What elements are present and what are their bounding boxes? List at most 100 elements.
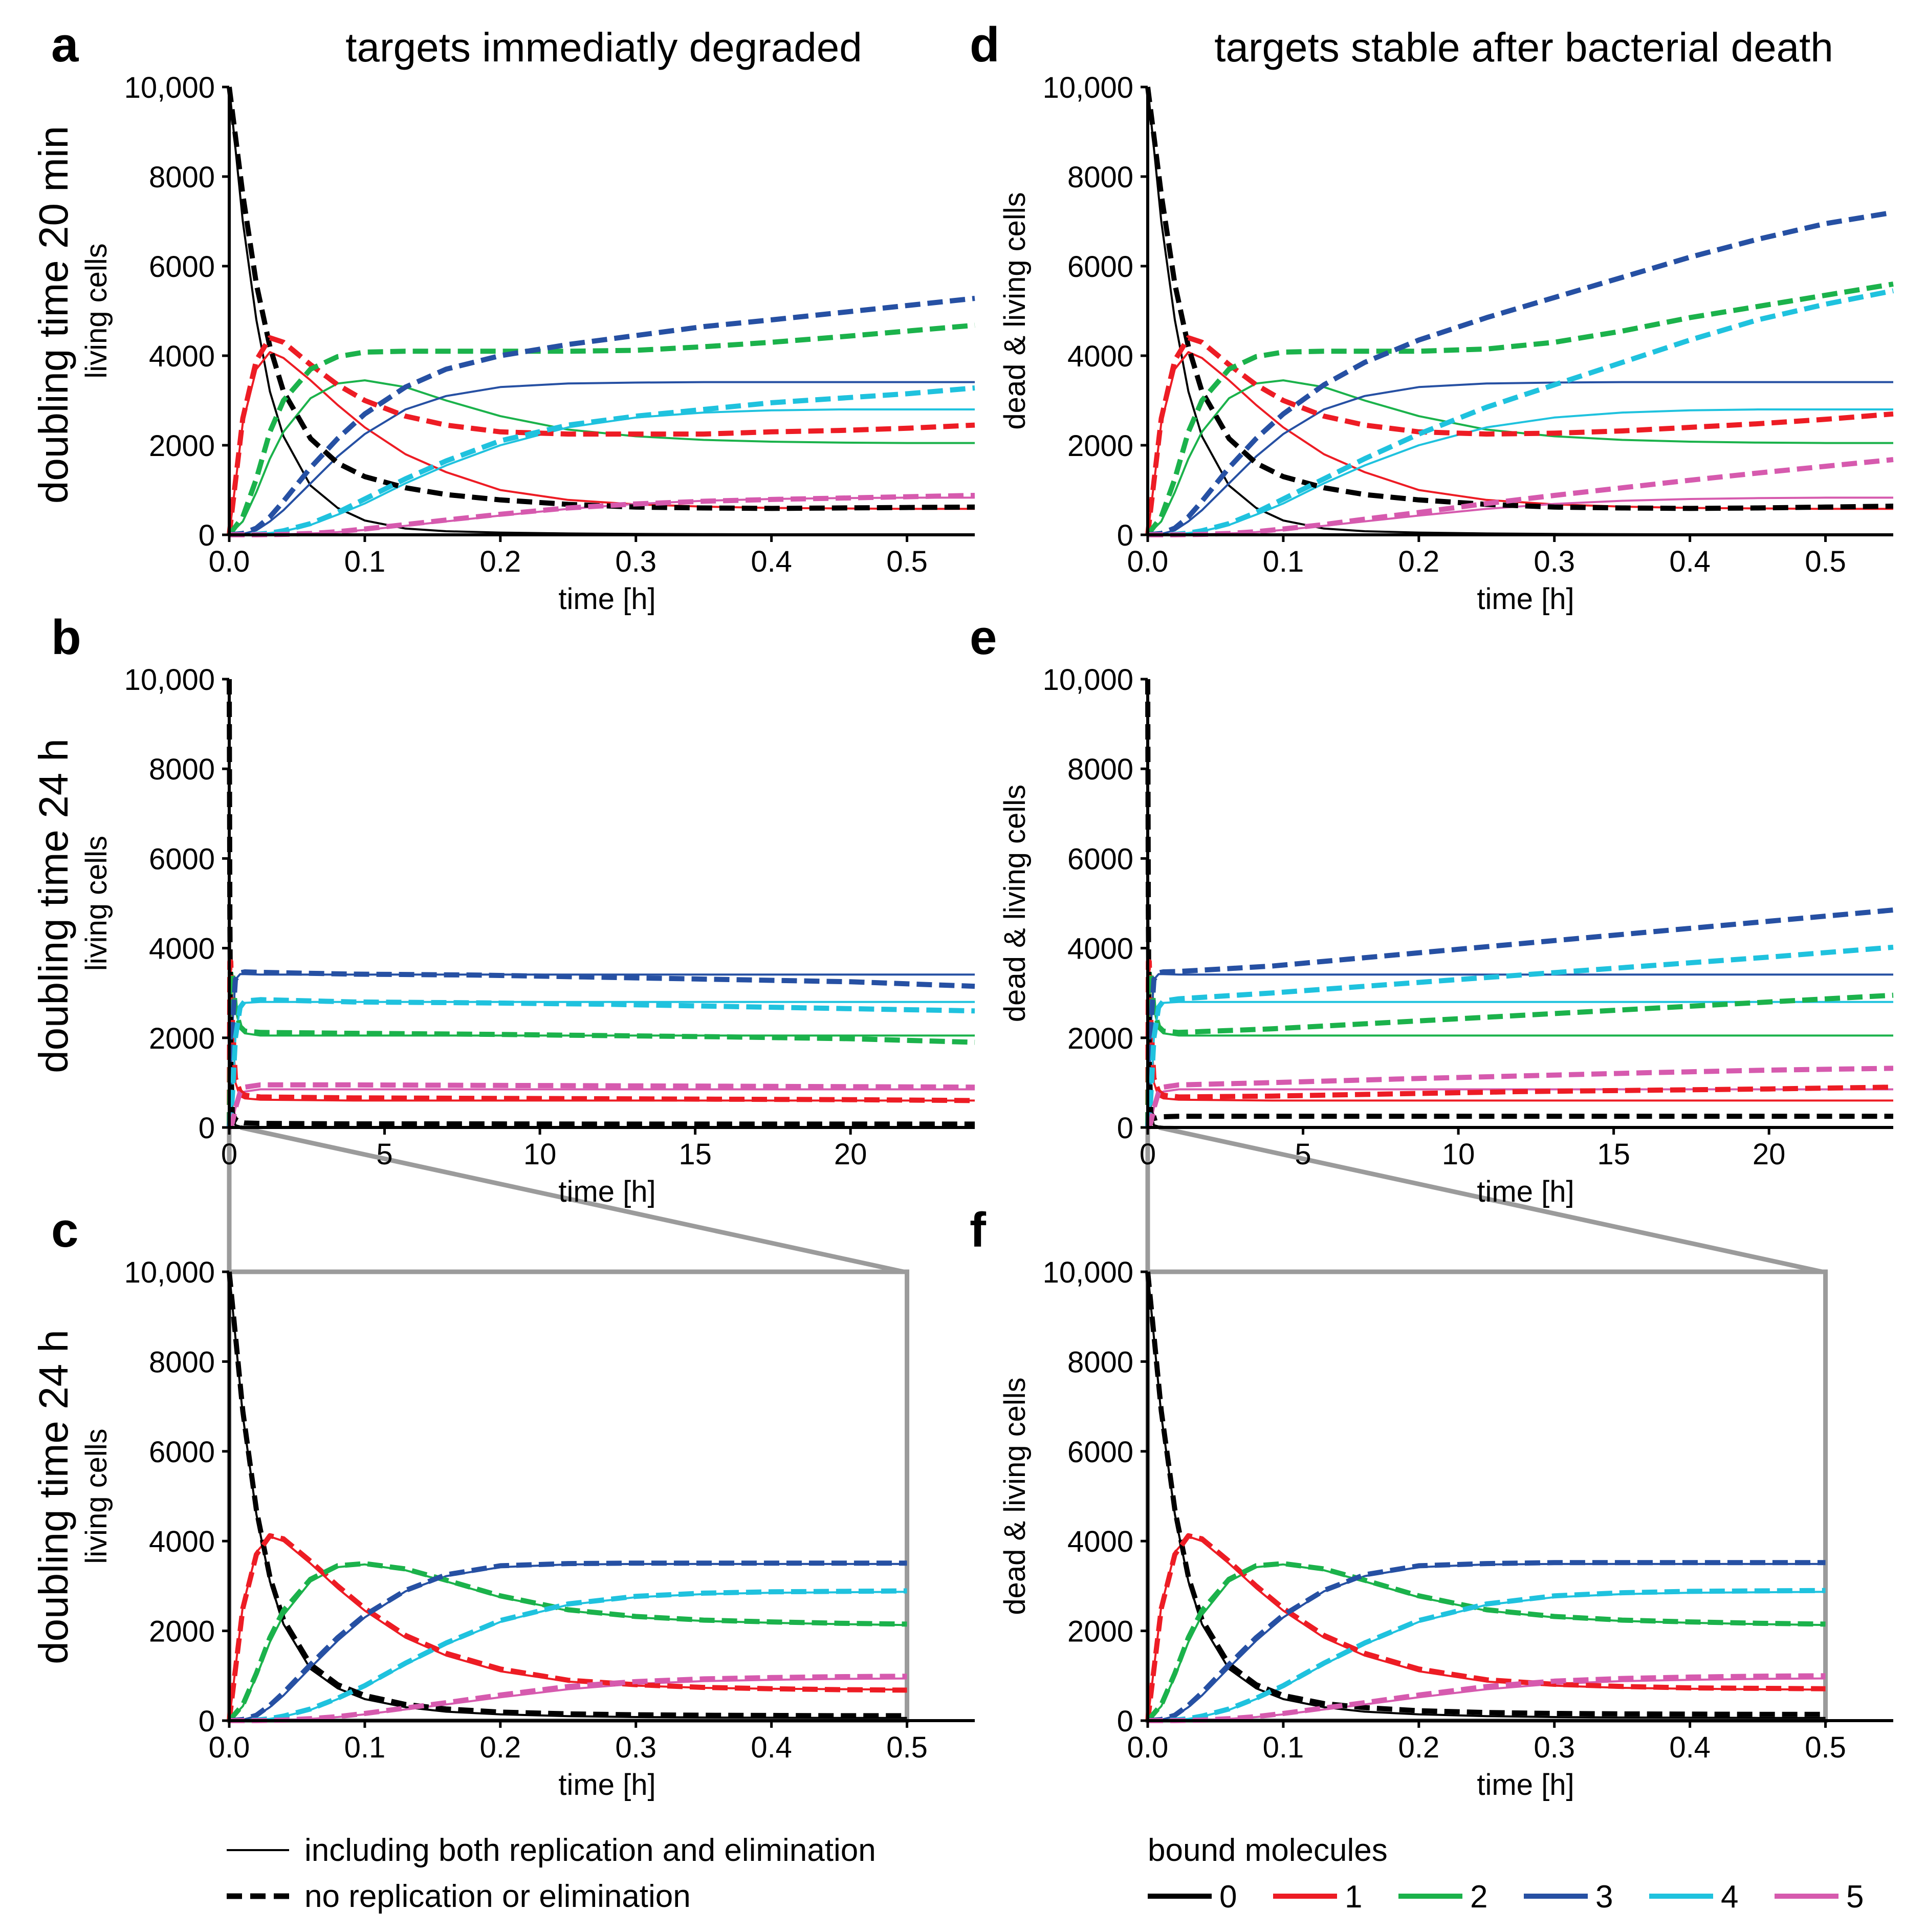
series-a-2-solid [228, 379, 975, 536]
ytick-label-d-0: 0 [1117, 519, 1133, 552]
series-c-0-solid [228, 1271, 907, 1719]
xtick-label-b-0: 0 [221, 1138, 237, 1171]
ytick-label-b-4: 8000 [149, 753, 215, 786]
series-c-1-dashed [227, 1533, 907, 1721]
ytick-label-f-4: 8000 [1067, 1345, 1133, 1379]
panel-label-b: b [51, 610, 81, 665]
series-a-4-solid [229, 408, 975, 536]
xtick-label-c-4: 0.4 [751, 1731, 792, 1764]
xtick-label-d-2: 0.2 [1398, 545, 1439, 578]
ytick-label-d-3: 6000 [1067, 250, 1133, 284]
series-f-1-dashed [1145, 1533, 1826, 1721]
ytick-label-c-1: 2000 [149, 1615, 215, 1648]
legend-line-styles: including both replication and eliminati… [227, 1833, 876, 1914]
zoom-box-f [1145, 1269, 1828, 1723]
xtick-label-e-3: 15 [1597, 1138, 1630, 1171]
ytick-label-e-2: 4000 [1067, 932, 1133, 966]
series-e-5-dashed [1146, 1066, 1894, 1130]
xtick-label-a-0: 0.0 [209, 545, 250, 578]
series-c-0-dashed [227, 1271, 907, 1719]
xtick-label-c-1: 0.1 [344, 1731, 386, 1764]
ytick-label-b-5: 10,000 [124, 663, 215, 697]
ytick-label-a-1: 2000 [149, 429, 215, 463]
right-column-title: targets stable after bacterial death [1214, 25, 1833, 70]
series-c-3-dashed [229, 1560, 907, 1723]
series-b-0-dashed [227, 679, 975, 1127]
xtick-label-c-3: 0.3 [615, 1731, 656, 1764]
ytick-label-d-1: 2000 [1067, 429, 1133, 463]
zoom-box-c [227, 1269, 910, 1723]
series-d-4-solid [1148, 408, 1893, 536]
ytick-label-c-3: 6000 [149, 1436, 215, 1469]
ytick-label-f-5: 10,000 [1043, 1256, 1133, 1289]
ytick-label-f-0: 0 [1117, 1705, 1133, 1738]
ytick-label-a-3: 6000 [149, 250, 215, 284]
xlabel-a: time [h] [558, 582, 655, 616]
series-d-4-dashed [1148, 288, 1894, 537]
series-a-5-dashed [229, 493, 975, 537]
series-b-3-solid [228, 973, 975, 1128]
series-e-3-dashed [1145, 907, 1894, 1128]
legend-label-3: 3 [1595, 1879, 1613, 1915]
series-b-1-dashed [227, 959, 975, 1128]
series-e-1-dashed [1145, 959, 1894, 1128]
row-label-2: doubling time 24 h [31, 739, 76, 1073]
ytick-label-b-1: 2000 [149, 1022, 215, 1055]
panel-label-f: f [970, 1203, 987, 1257]
series-d-3-dashed [1147, 210, 1894, 537]
ytick-label-e-0: 0 [1117, 1112, 1133, 1145]
panel-a: a 0 2000 4000 6000 8000 10,000 0.0 0.1 0.2 0.3 0.4 0… [51, 17, 975, 616]
ytick-label-a-0: 0 [199, 519, 215, 552]
ytick-label-d-5: 10,000 [1043, 71, 1133, 104]
xtick-label-a-1: 0.1 [344, 545, 386, 578]
series-f-2-solid [1147, 1563, 1826, 1722]
zoom-connector-left [227, 1125, 904, 1274]
ylabel-c: living cells [80, 1428, 113, 1564]
panel-b: b 0 2000 4000 6000 8000 10,000 0 5 10 15 20 time [h]… [51, 610, 975, 1208]
series-c-2-solid [228, 1563, 907, 1722]
ytick-label-a-2: 4000 [149, 340, 215, 373]
series-e-0-solid [1147, 679, 1893, 1128]
series-b-2-solid [228, 971, 975, 1128]
ytick-label-f-2: 4000 [1067, 1525, 1133, 1558]
series-b-0-solid [228, 679, 975, 1128]
series-a-0-dashed [227, 86, 975, 511]
ytick-label-c-5: 10,000 [124, 1256, 215, 1289]
ylabel-a: living cells [80, 243, 113, 378]
xtick-label-e-4: 20 [1753, 1138, 1786, 1171]
ytick-label-e-3: 6000 [1067, 842, 1133, 876]
series-a-5-solid [229, 496, 975, 536]
series-d-2-solid [1147, 379, 1893, 536]
xtick-label-a-2: 0.2 [479, 545, 521, 578]
xtick-label-f-2: 0.2 [1398, 1731, 1439, 1764]
series-d-1-solid [1147, 351, 1893, 535]
legend-label-2: 2 [1470, 1879, 1487, 1915]
legend-solid-label: including both replication and eliminati… [304, 1833, 876, 1868]
series-e-3-solid [1147, 973, 1893, 1128]
xtick-label-e-2: 10 [1442, 1138, 1475, 1171]
xlabel-c: time [h] [558, 1768, 655, 1801]
panel-label-d: d [970, 17, 1000, 72]
row-label-3: doubling time 24 h [31, 1330, 76, 1664]
legend-label-1: 1 [1345, 1879, 1362, 1915]
legend-label-4: 4 [1721, 1879, 1738, 1915]
panel-label-a: a [51, 17, 79, 72]
xtick-label-d-1: 0.1 [1263, 545, 1304, 578]
xtick-label-d-3: 0.3 [1534, 545, 1575, 578]
xtick-label-b-1: 5 [376, 1138, 392, 1171]
series-b-4-dashed [227, 997, 975, 1130]
xtick-label-a-5: 0.5 [886, 545, 928, 578]
ytick-label-e-5: 10,000 [1043, 663, 1133, 697]
xtick-label-a-4: 0.4 [751, 545, 792, 578]
ytick-label-a-5: 10,000 [124, 71, 215, 104]
series-f-2-dashed [1146, 1561, 1826, 1723]
series-b-4-solid [228, 1001, 975, 1128]
xtick-label-b-3: 15 [679, 1138, 712, 1171]
xtick-label-c-0: 0.0 [209, 1731, 250, 1764]
panel-f: f 0 2000 4000 6000 8000 10,000 0.0 0.1 0.2 0.3 0.4 0… [970, 1203, 1893, 1801]
xlabel-f: time [h] [1477, 1768, 1574, 1801]
series-f-3-solid [1147, 1562, 1826, 1722]
xtick-label-d-0: 0.0 [1127, 545, 1169, 578]
ytick-label-c-4: 8000 [149, 1345, 215, 1379]
